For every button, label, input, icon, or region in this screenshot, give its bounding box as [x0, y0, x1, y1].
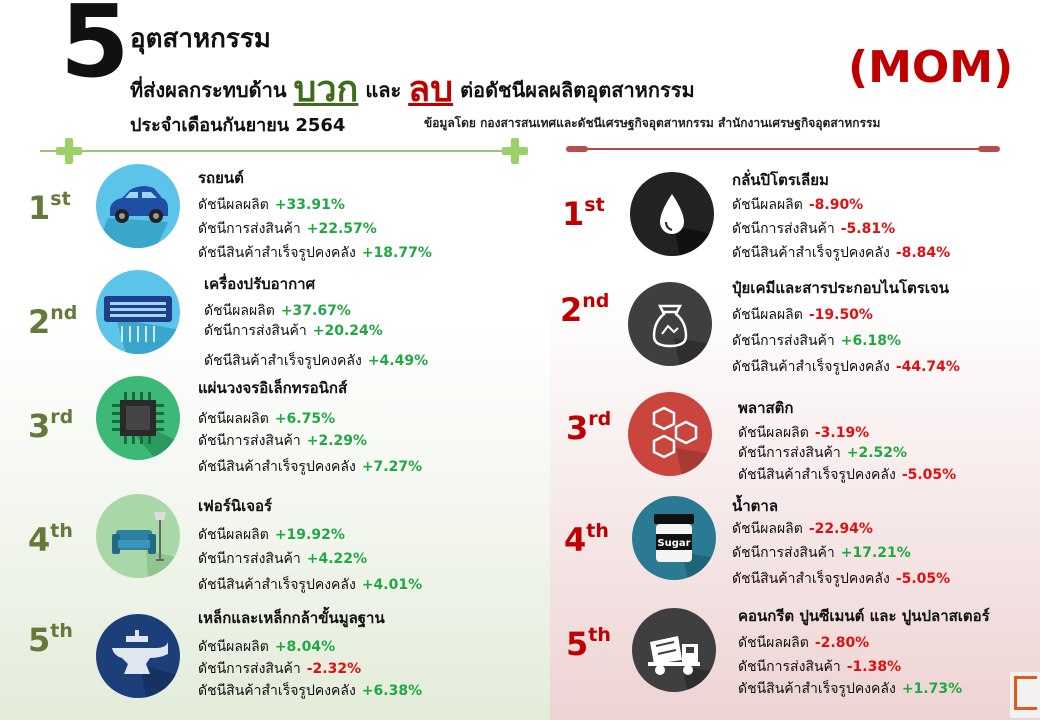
industry-name: เครื่องปรับอากาศ	[204, 275, 316, 293]
rank-label: 2nd	[560, 290, 610, 329]
plus-icon	[56, 138, 82, 164]
shipment-index: ดัชนีการส่งสินค้า +22.57%	[198, 221, 377, 237]
production-index: ดัชนีผลผลิต +19.92%	[198, 527, 345, 543]
production-index: ดัชนีผลผลิต -2.80%	[738, 635, 870, 651]
industry-name: คอนกรีต ปูนซีเมนต์ และ ปูนปลาสเตอร์	[738, 607, 990, 625]
rank-label: 5th	[566, 624, 611, 663]
air-conditioner-icon	[96, 270, 180, 354]
shipment-index: ดัชนีการส่งสินค้า -5.81%	[732, 221, 896, 237]
industry-name: ปุ๋ยเคมีและสารประกอบไนโตรเจน	[732, 279, 949, 297]
production-index: ดัชนีผลผลิต +33.91%	[198, 197, 345, 213]
shipment-index: ดัชนีการส่งสินค้า +4.22%	[198, 551, 368, 567]
rank-label: 3rd	[28, 406, 74, 445]
industry-name: รถยนต์	[198, 169, 244, 187]
inventory-index: ดัชนีสินค้าสำเร็จรูปคงคลัง +18.77%	[198, 245, 432, 261]
mom-badge: (MOM)	[848, 42, 1014, 93]
car-icon	[96, 164, 180, 248]
industry-name: เฟอร์นิเจอร์	[198, 497, 273, 515]
industry-name: แผ่นวงจรอิเล็กทรอนิกส์	[198, 379, 348, 397]
positive-panel-background	[0, 0, 550, 720]
shipment-index: ดัชนีการส่งสินค้า +6.18%	[732, 333, 902, 349]
production-index: ดัชนีผลผลิต -19.50%	[732, 307, 873, 323]
production-index: ดัชนีผลผลิต +8.04%	[198, 639, 336, 655]
organization-logo	[1010, 672, 1040, 718]
rank-label: 1st	[562, 194, 605, 233]
title-line-1: อุตสาหกรรม	[130, 24, 271, 54]
production-index: ดัชนีผลผลิต +6.75%	[198, 411, 336, 427]
production-index: ดัชนีผลผลิต +37.67%	[204, 303, 351, 319]
negative-divider	[575, 148, 990, 150]
sugar-jar-icon: Sugar	[632, 496, 716, 580]
shipment-index: ดัชนีการส่งสินค้า +20.24%	[204, 323, 383, 339]
cement-mixer-icon	[632, 608, 716, 692]
rank-label: 3rd	[566, 408, 612, 447]
negative-word: ลบ	[408, 69, 454, 110]
furniture-icon	[96, 494, 180, 578]
inventory-index: ดัชนีสินค้าสำเร็จรูปคงคลัง +4.01%	[198, 577, 423, 593]
anvil-icon	[96, 614, 180, 698]
big-number: 5	[60, 0, 130, 100]
industry-name: กลั่นปิโตรเลียม	[732, 171, 829, 189]
minus-icon	[566, 146, 588, 152]
production-index: ดัชนีผลผลิต -8.90%	[732, 197, 864, 213]
inventory-index: ดัชนีสินค้าสำเร็จรูปคงคลัง -8.84%	[732, 245, 951, 261]
rank-label: 1st	[28, 188, 71, 227]
positive-word: บวก	[293, 69, 359, 110]
industry-name: พลาสติก	[738, 399, 794, 417]
industry-name: น้ำตาล	[732, 497, 779, 515]
title-line-2: ที่ส่งผลกระทบด้าน บวก และ ลบ ต่อดัชนีผลผ…	[130, 60, 695, 117]
shipment-index: ดัชนีการส่งสินค้า +17.21%	[732, 545, 911, 561]
circuit-chip-icon	[96, 376, 180, 460]
title-text-b: และ	[365, 78, 402, 102]
minus-icon	[978, 146, 1000, 152]
fertilizer-bag-icon	[628, 282, 712, 366]
hexagon-plastic-icon	[628, 392, 712, 476]
inventory-index: ดัชนีสินค้าสำเร็จรูปคงคลัง +6.38%	[198, 683, 423, 699]
rank-label: 5th	[28, 620, 73, 659]
title-month: ประจำเดือนกันยายน 2564	[130, 115, 346, 136]
plus-icon	[502, 138, 528, 164]
shipment-index: ดัชนีการส่งสินค้า +2.52%	[738, 445, 908, 461]
inventory-index: ดัชนีสินค้าสำเร็จรูปคงคลัง -44.74%	[732, 359, 960, 375]
oil-drop-icon	[630, 172, 714, 256]
title-text-c: ต่อดัชนีผลผลิตอุตสาหกรรม	[460, 78, 695, 102]
inventory-index: ดัชนีสินค้าสำเร็จรูปคงคลัง +1.73%	[738, 681, 963, 697]
inventory-index: ดัชนีสินค้าสำเร็จรูปคงคลัง -5.05%	[732, 571, 951, 587]
inventory-index: ดัชนีสินค้าสำเร็จรูปคงคลัง +4.49%	[204, 353, 429, 369]
production-index: ดัชนีผลผลิต -22.94%	[732, 521, 873, 537]
shipment-index: ดัชนีการส่งสินค้า -1.38%	[738, 659, 902, 675]
inventory-index: ดัชนีสินค้าสำเร็จรูปคงคลัง -5.05%	[738, 467, 957, 483]
source-note: ข้อมูลโดย กองสารสนเทศและดัชนีเศรษฐกิจอุต…	[424, 116, 881, 130]
shipment-index: ดัชนีการส่งสินค้า -2.32%	[198, 661, 362, 677]
production-index: ดัชนีผลผลิต -3.19%	[738, 425, 870, 441]
positive-divider	[40, 150, 520, 152]
industry-name: เหล็กและเหล็กกล้าขั้นมูลฐาน	[198, 609, 385, 627]
rank-label: 4th	[564, 520, 609, 559]
inventory-index: ดัชนีสินค้าสำเร็จรูปคงคลัง +7.27%	[198, 459, 423, 475]
rank-label: 4th	[28, 520, 73, 559]
rank-label: 2nd	[28, 302, 78, 341]
sugar-label: Sugar	[657, 538, 690, 549]
negative-panel-background	[550, 0, 1040, 720]
shipment-index: ดัชนีการส่งสินค้า +2.29%	[198, 433, 368, 449]
title-text-a: ที่ส่งผลกระทบด้าน	[130, 78, 287, 102]
